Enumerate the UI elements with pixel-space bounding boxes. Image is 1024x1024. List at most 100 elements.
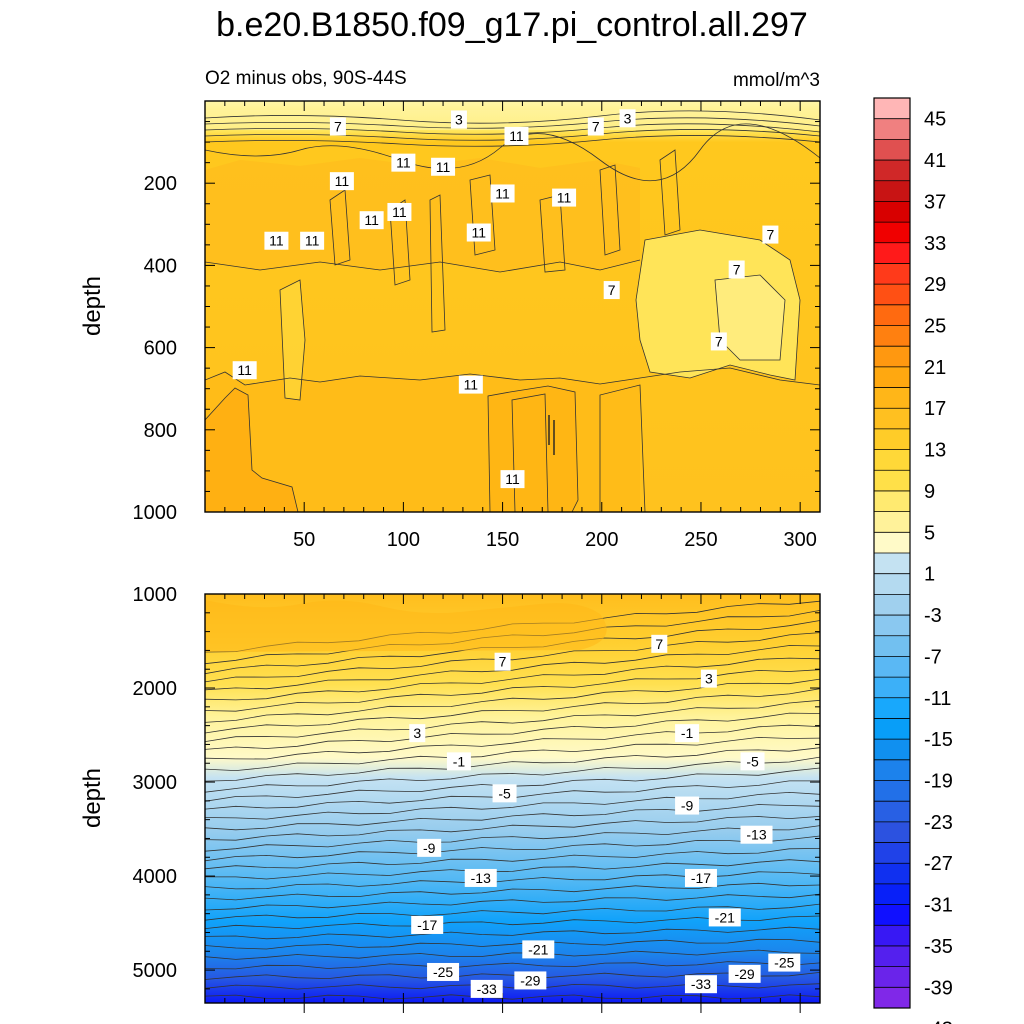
colorbar-label: -19 <box>924 771 953 793</box>
contour-label-box <box>359 211 384 230</box>
contour-label: 11 <box>504 126 529 145</box>
colorbar-swatch <box>874 718 910 740</box>
bottom-contour-line <box>205 712 820 750</box>
contour-label-text: 7 <box>592 118 600 134</box>
contour-label-box <box>470 979 503 998</box>
colorbar-swatch <box>874 904 910 926</box>
bottom-plot-frame <box>204 593 821 1004</box>
top-subtitle-left: O2 minus obs, 90S-44S <box>205 68 407 89</box>
bottom-contour-line <box>205 871 820 890</box>
colorbar-swatch <box>874 842 910 864</box>
colorbar-swatch <box>874 883 910 906</box>
contour-label-text: -1 <box>681 725 694 741</box>
contour-label: -1 <box>675 724 700 743</box>
colorbar-swatch <box>874 490 910 513</box>
contour-label-box <box>740 752 765 771</box>
bottom-contour-line <box>205 632 820 683</box>
contour-label: 11 <box>552 188 577 207</box>
colorbar-swatch <box>874 366 910 389</box>
contour-label-box <box>464 868 497 887</box>
contour-label-text: 7 <box>767 227 775 243</box>
bottom-panel: 1000 2000 3000 4000 5000 7 7 3 3 -1 -1 -5 -5 -9 -9 -13… <box>79 584 821 1013</box>
contour-label: 11 <box>500 470 525 489</box>
contour-label-text: -17 <box>417 917 437 933</box>
colorbar-label: -3 <box>924 605 942 627</box>
contour-label: 11 <box>232 361 257 380</box>
colorbar-label: 5 <box>924 522 935 544</box>
contour-label-box <box>391 153 416 172</box>
colorbar-label: -15 <box>924 729 953 751</box>
colorbar-label: -7 <box>924 646 942 668</box>
contour-label-box <box>494 652 511 671</box>
contour-label-text: -25 <box>774 955 794 971</box>
colorbar-swatch <box>874 635 910 657</box>
contour-label: 11 <box>264 231 289 250</box>
contour-label-text: 11 <box>505 471 520 487</box>
top-axis-ticks: 50 100 150 200 250 300 200 400 600 800 1000 <box>133 100 821 551</box>
colorbar-swatch <box>874 263 910 285</box>
contour-label-text: -5 <box>746 753 759 769</box>
contour-label-box <box>728 260 745 279</box>
top-xtick-label: 200 <box>585 529 618 551</box>
contour-label-box <box>675 724 700 743</box>
colorbar-label: -35 <box>924 936 953 958</box>
colorbar-swatch <box>874 284 910 306</box>
contour-label-box <box>492 784 517 803</box>
bottom-contour-line <box>205 688 820 734</box>
contour-label: 11 <box>387 202 412 221</box>
top-contour-fill <box>205 101 820 512</box>
contour-label: 11 <box>391 153 416 172</box>
colorbar-swatch <box>874 677 910 699</box>
contour-label: 11 <box>329 172 354 191</box>
colorbar-swatch <box>874 242 910 264</box>
contour-label-text: 11 <box>495 185 510 201</box>
contour-label-text: 11 <box>305 233 320 249</box>
contour-label-text: 7 <box>334 118 342 134</box>
contour-label: 7 <box>728 260 745 279</box>
colorbar-swatch <box>874 139 910 161</box>
bottom-contour-line <box>205 859 820 880</box>
contour-label-box <box>684 975 717 994</box>
contour-label: -29 <box>728 964 761 983</box>
bottom-contour-line <box>205 961 820 970</box>
contour-label-text: 11 <box>237 362 252 378</box>
contour-label-text: -13 <box>471 870 491 886</box>
colorbar-label: 13 <box>924 440 946 462</box>
contour-label-text: 11 <box>436 159 451 175</box>
colorbar-swatch <box>874 387 910 409</box>
top-subtitle-right: mmol/m^3 <box>733 70 820 91</box>
contour-label-box <box>466 223 491 242</box>
colorbar-swatch <box>874 118 910 140</box>
contour-label: -1 <box>446 752 471 771</box>
contour-label: -21 <box>522 940 555 959</box>
contour-label-box <box>710 332 727 351</box>
contour-label: -29 <box>514 971 547 990</box>
colorbar-swatch <box>874 615 910 637</box>
colorbar-label: -11 <box>924 688 951 710</box>
contour-label-text: 3 <box>455 111 463 127</box>
contour-label: 7 <box>329 117 346 136</box>
contour-label: 3 <box>409 724 426 743</box>
bottom-ytick-label: 5000 <box>133 960 178 982</box>
colorbar-swatch <box>874 346 910 368</box>
bottom-contour-line <box>205 848 820 870</box>
contour-label-box <box>232 361 257 380</box>
colorbar-swatch <box>874 98 910 120</box>
top-xtick-label: 50 <box>293 529 315 551</box>
contour-label-box <box>708 908 741 927</box>
colorbar-swatch <box>874 821 910 844</box>
contour-label-text: -33 <box>691 976 711 992</box>
contour-label-text: 11 <box>392 204 407 220</box>
contour-label-text: -21 <box>528 941 548 957</box>
top-xtick-label: 100 <box>387 529 420 551</box>
contour-label: -21 <box>708 908 741 927</box>
top-ylabel: depth <box>79 276 106 336</box>
contour-label: 11 <box>359 211 384 230</box>
contour-label-box <box>700 669 717 688</box>
contour-label: 3 <box>700 669 717 688</box>
colorbar-swatch <box>874 553 910 575</box>
bottom-contour-line <box>205 893 820 911</box>
contour-label: 7 <box>710 332 727 351</box>
bottom-ytick-label: 2000 <box>133 678 178 700</box>
colorbar-label: -43 <box>924 1019 953 1024</box>
